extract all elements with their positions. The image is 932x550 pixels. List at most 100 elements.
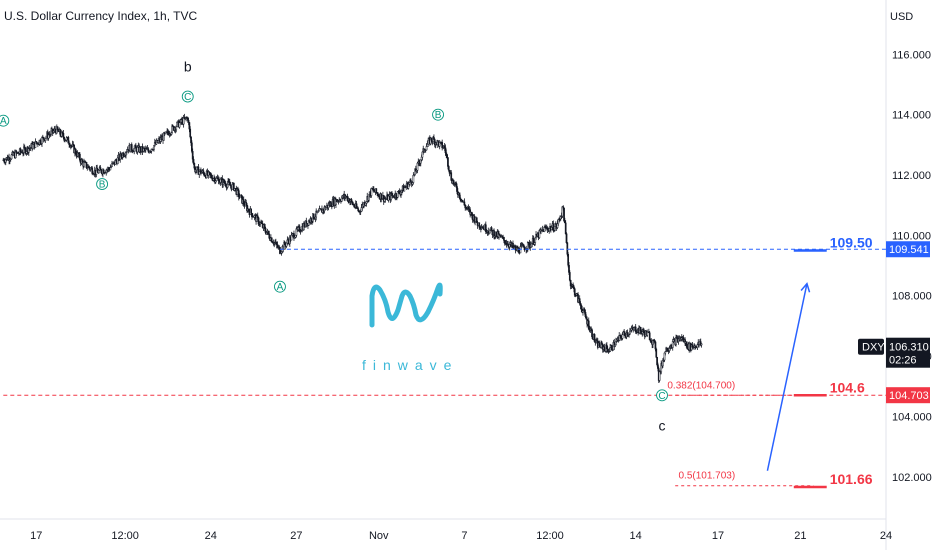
wave-label-circle xyxy=(274,280,286,293)
price-axis[interactable]: 102.000104.000106.000108.000110.000112.0… xyxy=(892,49,932,483)
candle-body xyxy=(226,183,229,188)
candle-body xyxy=(675,337,677,345)
candle-body xyxy=(224,183,227,187)
candle-body xyxy=(572,284,574,288)
candle-body xyxy=(111,163,113,167)
wave-label-major: b xyxy=(184,58,192,74)
price-tick-label: 108.000 xyxy=(892,291,932,303)
candle-body xyxy=(685,341,688,348)
candle-body xyxy=(147,148,150,152)
candle-body xyxy=(568,272,571,281)
candle-body xyxy=(270,237,273,243)
wave-label: C xyxy=(658,391,665,402)
candle-body xyxy=(579,303,582,306)
price-series xyxy=(2,113,703,383)
candle-body xyxy=(503,237,505,241)
candle-body xyxy=(171,125,173,133)
candle-body xyxy=(237,188,239,191)
candle-body xyxy=(44,138,47,142)
candle-body xyxy=(105,169,108,173)
candle-body xyxy=(556,223,559,228)
last-price-tag-box xyxy=(886,337,930,368)
candle-body xyxy=(99,167,102,170)
candle-body xyxy=(508,244,511,248)
last-price-label: 106.310 xyxy=(889,342,929,354)
candle-body xyxy=(548,228,551,232)
candle-body xyxy=(88,165,90,168)
candle-body xyxy=(700,343,703,346)
candle-body xyxy=(364,202,367,206)
time-tick-label: 17 xyxy=(712,530,724,542)
candle-body xyxy=(377,193,379,197)
candle-body xyxy=(85,162,88,168)
candle-body xyxy=(100,169,103,173)
candle-body xyxy=(27,148,30,153)
candle-body xyxy=(372,188,375,192)
candle-body xyxy=(350,199,353,202)
candle-body xyxy=(426,143,429,147)
candle-body xyxy=(490,227,493,231)
candle-body xyxy=(193,163,196,169)
chart-title: U.S. Dollar Currency Index, 1h, TVC xyxy=(4,9,198,23)
price-tick-label: 112.000 xyxy=(892,170,931,182)
candle-body xyxy=(203,172,206,176)
candle-body xyxy=(79,153,81,161)
candle-body xyxy=(425,146,428,151)
time-axis[interactable]: 17 12:00 24 27 Nov 7 12:00 14 17 21 24 xyxy=(30,530,892,542)
candle-body xyxy=(163,132,165,141)
candle-body xyxy=(395,193,397,198)
candle-body xyxy=(298,226,301,232)
candle-body xyxy=(546,227,549,230)
candle-body xyxy=(569,279,572,287)
candle-body xyxy=(351,201,354,205)
wave-label: A xyxy=(0,116,7,127)
candle-body xyxy=(564,220,566,224)
candle-body xyxy=(187,120,190,123)
candle-body xyxy=(522,244,525,248)
candle-body xyxy=(67,137,70,144)
candle-body xyxy=(450,172,453,181)
candle-countdown-label: 02:26 xyxy=(889,355,917,367)
wave-label: C xyxy=(184,92,191,103)
candle-body xyxy=(443,145,446,149)
candle-body xyxy=(568,264,570,273)
candle-body xyxy=(167,130,169,134)
candle-body xyxy=(503,240,506,244)
fib-level-label: 0.382(104.700) xyxy=(667,380,735,391)
candle-body xyxy=(245,202,248,206)
time-tick-label: Nov xyxy=(369,530,389,542)
candle-body xyxy=(242,199,245,205)
finwave-logo: finwave xyxy=(362,282,451,373)
candle-body xyxy=(533,242,536,245)
candle-body xyxy=(624,332,626,337)
candle-body xyxy=(654,341,657,350)
candle-body xyxy=(191,142,193,152)
candle-body xyxy=(585,316,588,320)
candle-body xyxy=(565,233,568,244)
candle-body xyxy=(550,227,553,231)
candle-body xyxy=(603,346,606,349)
candle-body xyxy=(456,186,458,192)
candle-body xyxy=(398,190,401,194)
time-tick-label: 14 xyxy=(630,530,642,542)
candle-body xyxy=(195,169,197,173)
candle-body xyxy=(387,195,390,201)
wave-label-circle xyxy=(432,108,445,121)
candle-body xyxy=(267,230,270,235)
candle-body xyxy=(188,122,191,130)
candle-body xyxy=(657,364,659,369)
candle-body xyxy=(25,151,28,154)
candle-body xyxy=(375,188,378,193)
candle-body xyxy=(120,153,122,157)
candle-body xyxy=(290,234,293,241)
candle-body xyxy=(430,137,433,141)
candle-body xyxy=(4,159,7,163)
candle-body xyxy=(557,219,560,225)
price-tag-box xyxy=(886,241,930,258)
candle-body xyxy=(534,237,537,243)
target-label: 109.50 xyxy=(830,234,873,250)
wave-label: A xyxy=(277,282,284,293)
candle-body xyxy=(130,144,133,151)
candle-body xyxy=(41,137,43,144)
